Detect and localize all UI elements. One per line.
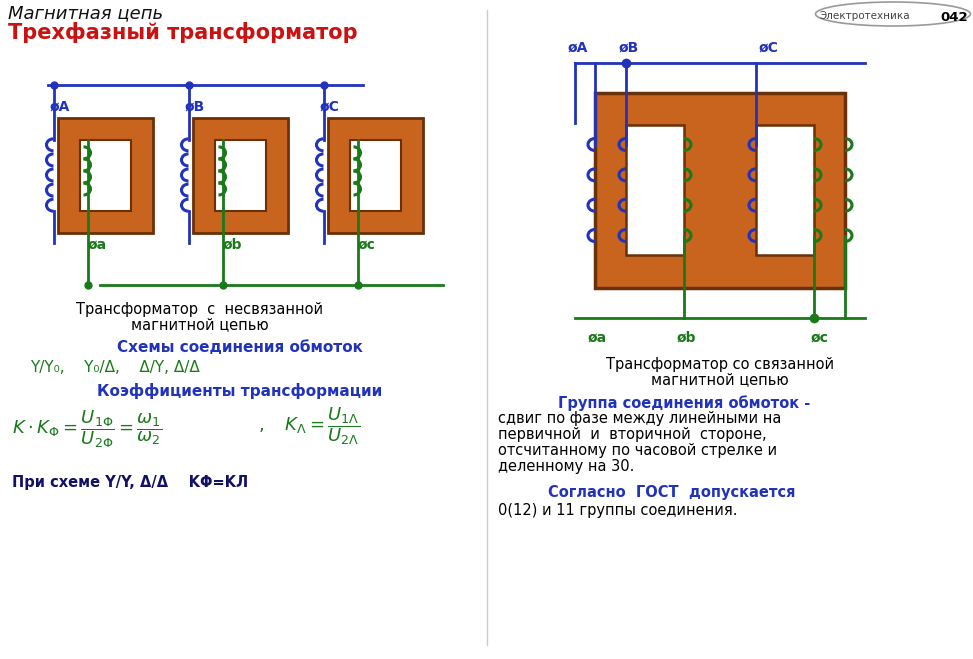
Text: 042: 042 xyxy=(940,11,967,24)
Text: øc: øc xyxy=(357,237,375,252)
Text: $K \cdot K_{\Phi} = \dfrac{U_{1\Phi}}{U_{2\Phi}} = \dfrac{\omega_1}{\omega_2}$: $K \cdot K_{\Phi} = \dfrac{U_{1\Phi}}{U_… xyxy=(12,408,162,449)
Text: 0(12) и 11 группы соединения.: 0(12) и 11 группы соединения. xyxy=(498,503,738,519)
Text: øa: øa xyxy=(87,237,106,252)
Text: Схемы соединения обмоток: Схемы соединения обмоток xyxy=(117,340,363,355)
Text: øb: øb xyxy=(676,331,696,345)
Bar xyxy=(626,125,684,255)
Text: При схеме Y/Y, Δ/Δ    KΦ=KЛ: При схеме Y/Y, Δ/Δ KΦ=KЛ xyxy=(12,475,248,490)
Bar xyxy=(214,140,266,210)
Text: øA: øA xyxy=(567,40,588,55)
Text: øB: øB xyxy=(618,40,638,55)
Text: Трехфазный трансформатор: Трехфазный трансформатор xyxy=(8,22,358,43)
Text: Трансформатор со связанной: Трансформатор со связанной xyxy=(606,357,834,372)
Bar xyxy=(595,92,845,287)
Text: сдвиг по фазе между линейными на: сдвиг по фазе между линейными на xyxy=(498,411,781,426)
Text: øB: øB xyxy=(185,100,204,113)
Bar xyxy=(193,117,287,233)
Text: Электротехника: Электротехника xyxy=(820,11,911,21)
Bar xyxy=(328,117,422,233)
Text: первичной  и  вторичной  стороне,: первичной и вторичной стороне, xyxy=(498,428,767,442)
Text: Согласно  ГОСТ  допускается: Согласно ГОСТ допускается xyxy=(548,486,796,500)
Text: Группа соединения обмоток -: Группа соединения обмоток - xyxy=(558,395,811,411)
Text: Трансформатор  с  несвязанной: Трансформатор с несвязанной xyxy=(77,302,324,317)
Text: øa: øa xyxy=(587,331,606,345)
Text: Коэффициенты трансформации: Коэффициенты трансформации xyxy=(97,383,382,399)
Bar xyxy=(349,140,401,210)
Text: øA: øA xyxy=(50,100,70,113)
Text: магнитной цепью: магнитной цепью xyxy=(131,317,269,332)
Text: магнитной цепью: магнитной цепью xyxy=(651,372,789,387)
Text: отсчитанному по часовой стрелке и: отсчитанному по часовой стрелке и xyxy=(498,444,777,459)
Text: øb: øb xyxy=(222,237,241,252)
Ellipse shape xyxy=(815,2,970,26)
Text: øC: øC xyxy=(319,100,340,113)
Bar xyxy=(57,117,153,233)
Text: Y/Y₀,    Y₀/Δ,    Δ/Y, Δ/Δ: Y/Y₀, Y₀/Δ, Δ/Y, Δ/Δ xyxy=(30,360,199,375)
Text: $,\quad K_{\Lambda} = \dfrac{U_{1\Lambda}}{U_{2\Lambda}}$: $,\quad K_{\Lambda} = \dfrac{U_{1\Lambda… xyxy=(258,405,360,447)
Text: øc: øc xyxy=(810,331,828,345)
Bar xyxy=(756,125,814,255)
Bar xyxy=(80,140,130,210)
Text: øC: øC xyxy=(758,40,777,55)
Text: деленному на 30.: деленному на 30. xyxy=(498,459,634,474)
Text: Магнитная цепь: Магнитная цепь xyxy=(8,4,163,22)
